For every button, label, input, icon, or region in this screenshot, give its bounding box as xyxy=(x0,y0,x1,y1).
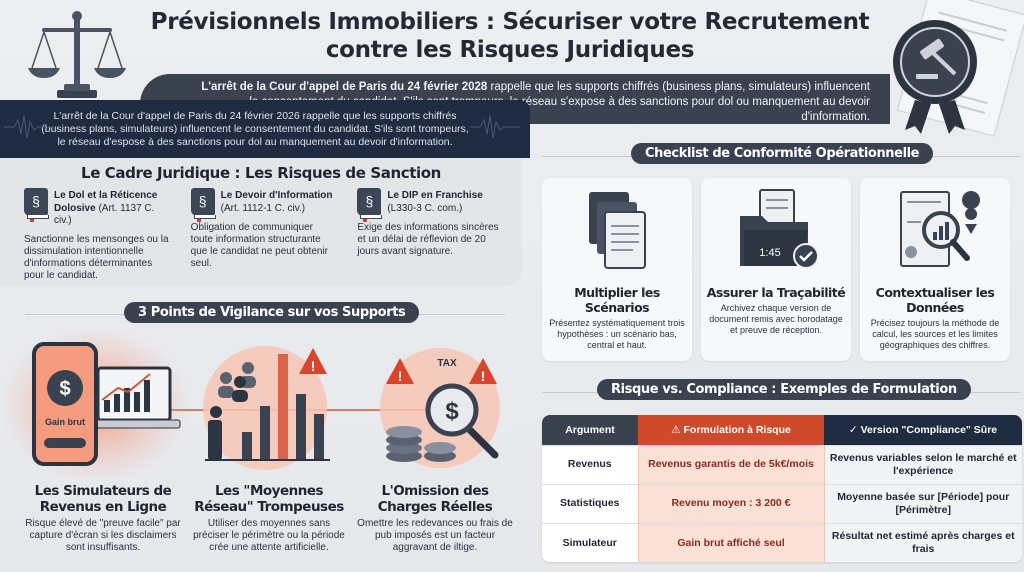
legal-item-desc: Exige des informations sincères et un dé… xyxy=(357,222,499,257)
legal-item-title: Le Devoir d'Information xyxy=(220,190,333,201)
table-row: Statistiques Revenu moyen : 3 200 € Moye… xyxy=(542,483,1022,523)
legal-item-ref: (Art. 1137 C. civ.) xyxy=(54,202,155,227)
legal-item-title: Le Dol et la Réticence Dolosive xyxy=(54,190,158,214)
intro-banner-dark: L'arrêt de la Cour d'appel de Paris du 2… xyxy=(0,100,530,158)
svg-text:!: ! xyxy=(398,368,403,384)
report-magnifier-icon xyxy=(900,191,980,267)
legal-heading: Le Cadre Juridique : Les Risques de Sanc… xyxy=(81,164,441,182)
legal-framework-panel: Le Cadre Juridique : Les Risques de Sanc… xyxy=(0,158,522,286)
checklist-heading: Checklist de Conformité Opérationnelle xyxy=(631,143,934,164)
waveform-icon xyxy=(470,115,520,139)
people-bar-chart-warning-icon: ! xyxy=(203,346,330,470)
comparison-table: Argument ⚠ Formulation à Risque ✓ Versio… xyxy=(542,415,1022,562)
checklist-card-tracabilite: 1:45 Assurer la Traçabilité Archivez cha… xyxy=(701,178,851,361)
vigilance-item-title: L'Omission des Charges Réelles xyxy=(377,483,493,515)
checklist-cards: Multiplier les Scénarios Présentez systé… xyxy=(542,178,1010,361)
vigilance-illustrations: $ Gain brut ! ! ! TAX $ xyxy=(0,330,500,480)
svg-text:1:45: 1:45 xyxy=(759,247,780,259)
svg-text:$: $ xyxy=(59,378,70,400)
legal-item-desc: Sanctionne les mensonges ou la dissimula… xyxy=(24,233,169,281)
legal-item-ref: (L330-3 C. com.) xyxy=(387,202,463,214)
phone-laptop-simulator-icon: $ Gain brut xyxy=(0,330,190,480)
legal-item-ref: (Art. 1112-1 C. civ.) xyxy=(220,202,306,214)
cell-compliance: Résultat net estimé après charges et fra… xyxy=(824,522,1022,562)
check-circle-icon: ✓ xyxy=(848,423,861,436)
comparison-heading: Risque vs. Compliance : Exemples de Form… xyxy=(597,379,971,400)
cell-argument: Simulateur xyxy=(542,522,638,562)
legal-item-desc: Obligation de communiquer toute informat… xyxy=(190,222,329,269)
card-title: Multiplier les Scénarios xyxy=(574,285,660,315)
cell-compliance: Revenus variables selon le marché et l'e… xyxy=(824,444,1022,484)
vigilance-item-moyennes: Les "Moyennes Réseau" Trompeuses Utilise… xyxy=(186,483,352,554)
svg-text:TAX: TAX xyxy=(437,358,457,369)
cell-risk: Revenus garantis de de 5k€/mois xyxy=(637,444,825,484)
card-desc: Précisez toujours la méthode de calcul, … xyxy=(870,318,1000,350)
vigilance-item-simulateurs: Les Simulateurs de Revenus en Ligne Risq… xyxy=(20,483,186,554)
vigilance-points: Les Simulateurs de Revenus en Ligne Risq… xyxy=(20,483,520,554)
cell-risk: Revenu moyen : 3 200 € xyxy=(637,483,825,523)
stacked-documents-icon xyxy=(589,192,646,269)
vigilance-item-title: Les Simulateurs de Revenus en Ligne xyxy=(34,483,172,515)
vigilance-item-desc: Utiliser des moyennes sans préciser le p… xyxy=(193,518,345,553)
banner-dark-text: L'arrêt de la Cour d'appel de Paris du 2… xyxy=(41,110,469,148)
table-row: Revenus Revenus garantis de de 5k€/mois … xyxy=(542,444,1022,484)
svg-text:$: $ xyxy=(445,398,459,425)
cell-argument: Statistiques xyxy=(542,483,638,523)
legal-item-title: Le DIP en Franchise xyxy=(387,190,483,201)
card-title: Contextualiser les Données xyxy=(875,285,995,315)
legal-item-dip-franchise: § Le DIP en Franchise (L330-3 C. com.) Ex… xyxy=(357,188,502,282)
title-line-1: Prévisionnels Immobiliers : Sécuriser vo… xyxy=(150,9,870,35)
vigilance-item-desc: Omettre les redevances ou frais de pub i… xyxy=(357,518,513,553)
checklist-card-scenarios: Multiplier les Scénarios Présentez systé… xyxy=(542,178,692,361)
warning-icon: ⚠ xyxy=(671,423,684,436)
checklist-card-contextualiser: Contextualiser les Données Précisez touj… xyxy=(860,178,1010,361)
vigilance-heading: 3 Points de Vigilance sur vos Supports xyxy=(124,302,420,323)
coins-magnifier-tax-icon: ! ! TAX $ xyxy=(380,348,500,468)
column-header-risk: ⚠ Formulation à Risque xyxy=(638,415,824,445)
card-title: Assurer la Traçabilité xyxy=(706,285,846,300)
cell-risk: Gain brut affiché seul xyxy=(637,522,825,562)
svg-text:Gain brut: Gain brut xyxy=(45,417,85,427)
gavel-seal-certificate-icon xyxy=(893,0,1024,137)
waveform-icon xyxy=(4,115,54,139)
scales-of-justice-icon xyxy=(28,11,126,98)
banner-top-bold: L'arrêt de la Cour d'appel de Paris du 2… xyxy=(201,81,488,93)
cell-argument: Revenus xyxy=(542,444,638,484)
card-desc: Présentez systématiquement trois hypothè… xyxy=(549,318,685,350)
law-book-icon: § xyxy=(190,188,216,222)
law-book-icon: § xyxy=(357,188,383,222)
vigilance-item-desc: Risque élevé de "preuve facile" par capt… xyxy=(25,518,181,553)
svg-text:!: ! xyxy=(481,368,486,384)
column-header-argument: Argument xyxy=(542,415,638,445)
law-book-icon: § xyxy=(24,188,49,222)
page-title: Prévisionnels Immobiliers : Sécuriser vo… xyxy=(150,8,870,64)
folder-clock-check-icon: 1:45 xyxy=(740,189,819,269)
column-header-compliance: ✓ Version "Compliance" Sûre xyxy=(824,415,1022,445)
card-desc: Archivez chaque version de document remi… xyxy=(709,303,843,335)
legal-item-dol: § Le Dol et la Réticence Dolosive (Art. … xyxy=(24,188,169,282)
svg-text:!: ! xyxy=(311,358,316,374)
table-row: Simulateur Gain brut affiché seul Résult… xyxy=(542,522,1022,562)
legal-item-devoir-information: § Le Devoir d'Information (Art. 1112-1 C.… xyxy=(190,188,336,282)
cell-compliance: Moyenne basée sur [Période] pour [Périmè… xyxy=(824,483,1022,523)
vigilance-item-title: Les "Moyennes Réseau" Trompeuses xyxy=(194,483,344,515)
vigilance-item-charges: L'Omission des Charges Réelles Omettre l… xyxy=(352,483,518,554)
title-line-2: contre les Risques Juridiques xyxy=(325,37,695,63)
